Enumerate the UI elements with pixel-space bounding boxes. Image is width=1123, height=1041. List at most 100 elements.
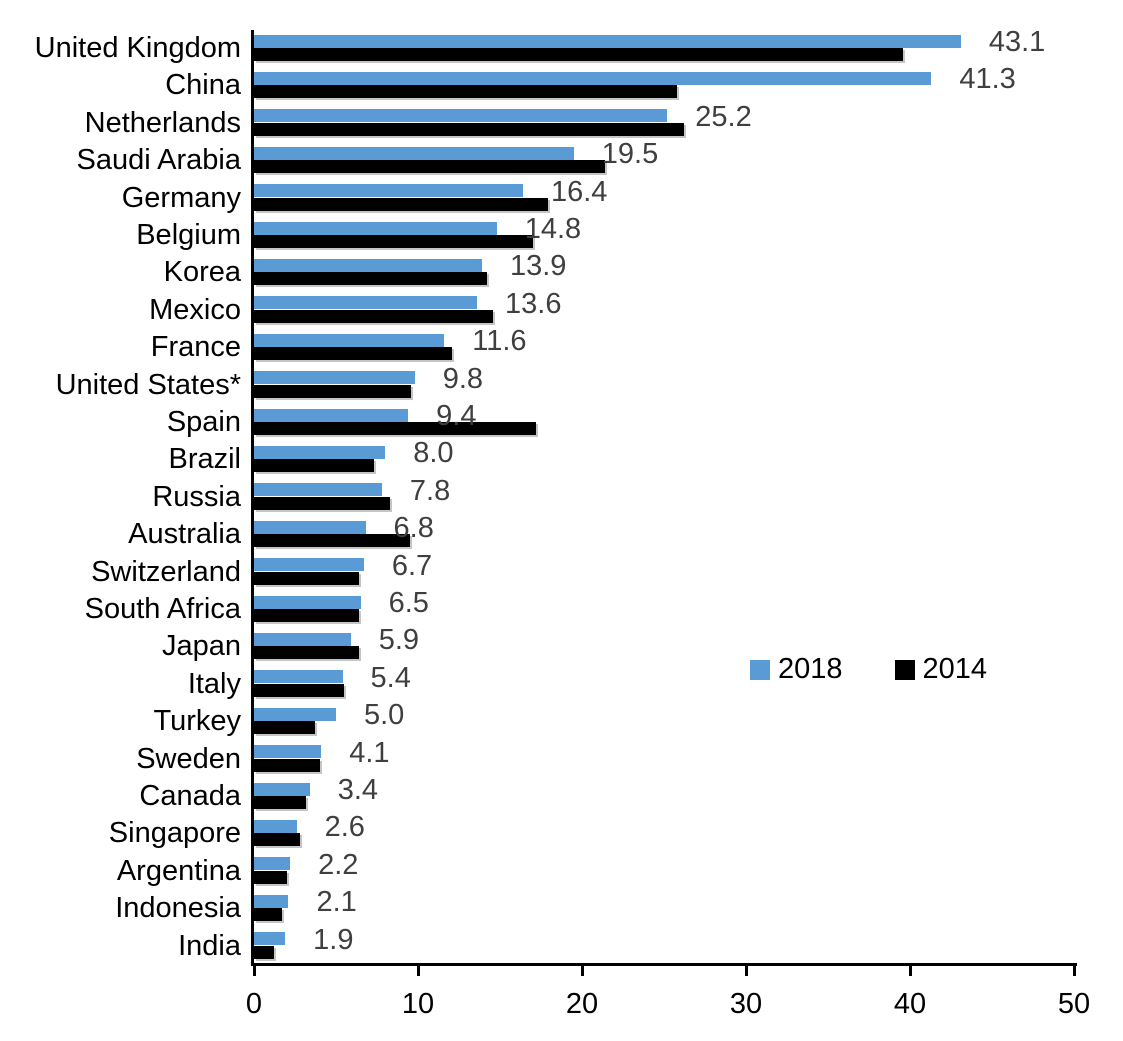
bar-2018 bbox=[254, 819, 297, 833]
category-label: Australia bbox=[128, 518, 241, 551]
category-label: Germany bbox=[121, 181, 241, 214]
legend: 2018 2014 bbox=[750, 653, 987, 686]
x-tick bbox=[744, 963, 748, 976]
value-label: 14.8 bbox=[524, 213, 582, 245]
category-label: Brazil bbox=[168, 443, 241, 476]
x-tick-label: 10 bbox=[401, 988, 435, 1020]
value-label: 6.5 bbox=[388, 587, 429, 619]
value-label: 8.0 bbox=[413, 437, 454, 470]
bar-2014 bbox=[254, 122, 684, 136]
bar-2014 bbox=[254, 160, 605, 174]
bar-2018 bbox=[254, 707, 336, 721]
category-label: Russia bbox=[152, 480, 241, 513]
bar-2018 bbox=[254, 109, 668, 123]
bar-2018 bbox=[254, 670, 343, 684]
category-label: Argentina bbox=[116, 854, 241, 887]
category-label: Turkey bbox=[153, 705, 241, 738]
bar-2018 bbox=[254, 483, 382, 497]
bar-2014 bbox=[254, 197, 548, 211]
bar-2018 bbox=[254, 258, 482, 272]
bar-2014 bbox=[254, 908, 282, 922]
value-label: 43.1 bbox=[988, 26, 1046, 58]
category-label: India bbox=[178, 929, 241, 962]
legend-label-2018: 2018 bbox=[778, 653, 843, 685]
category-label: Saudi Arabia bbox=[76, 144, 241, 177]
bar-2018 bbox=[254, 71, 932, 85]
legend-label-2014: 2014 bbox=[922, 653, 988, 685]
value-label: 13.9 bbox=[509, 250, 567, 283]
value-label: 19.5 bbox=[601, 138, 659, 171]
value-label: 5.0 bbox=[364, 699, 405, 732]
x-tick-label: 0 bbox=[245, 988, 263, 1020]
value-label: 9.8 bbox=[442, 362, 484, 395]
category-label: Korea bbox=[163, 256, 241, 289]
bar-2018 bbox=[254, 894, 289, 908]
bar-2014 bbox=[254, 870, 287, 884]
bar-2014 bbox=[254, 235, 533, 248]
category-label: Indonesia bbox=[115, 892, 241, 925]
category-label: France bbox=[150, 331, 241, 364]
category-label: Japan bbox=[161, 630, 241, 663]
bar-2018 bbox=[254, 408, 409, 422]
value-label: 13.6 bbox=[505, 287, 562, 320]
bar-2018 bbox=[254, 632, 351, 646]
bar-2014 bbox=[254, 609, 359, 622]
value-label: 16.4 bbox=[550, 175, 608, 208]
bar-2014 bbox=[254, 496, 391, 510]
bar-2018 bbox=[254, 782, 310, 796]
category-label: United Kingdom bbox=[34, 32, 241, 64]
value-label: 5.9 bbox=[378, 624, 420, 657]
bar-2014 bbox=[254, 459, 374, 473]
bar-2018 bbox=[254, 146, 574, 160]
value-label: 41.3 bbox=[959, 63, 1016, 96]
x-tick bbox=[580, 963, 584, 976]
category-label: Belgium bbox=[136, 219, 241, 251]
bar-2014 bbox=[254, 945, 274, 959]
value-label: 3.4 bbox=[337, 774, 379, 806]
x-tick bbox=[1072, 963, 1076, 976]
x-tick bbox=[908, 963, 912, 976]
value-label: 6.8 bbox=[393, 512, 434, 545]
bar-2014 bbox=[254, 833, 300, 847]
value-label: 4.1 bbox=[349, 736, 390, 769]
bar-2014 bbox=[254, 422, 537, 435]
bar-2018 bbox=[254, 558, 364, 572]
bar-2018 bbox=[254, 221, 497, 235]
x-tick bbox=[252, 963, 256, 976]
category-label: South Africa bbox=[84, 593, 241, 625]
bar-2018 bbox=[254, 445, 386, 459]
bar-2018 bbox=[254, 520, 366, 534]
legend-swatch-2018 bbox=[750, 659, 770, 680]
category-label: Switzerland bbox=[91, 555, 241, 588]
category-label: Sweden bbox=[136, 742, 241, 775]
value-label: 2.1 bbox=[316, 886, 357, 919]
value-label: 5.4 bbox=[370, 661, 411, 694]
x-tick bbox=[416, 963, 420, 976]
bar-2014 bbox=[254, 272, 487, 286]
x-tick-label: 40 bbox=[893, 988, 927, 1020]
bar-2014 bbox=[254, 85, 678, 99]
bar-2014 bbox=[254, 384, 412, 398]
bar-2014 bbox=[254, 571, 359, 585]
bar-2014 bbox=[254, 758, 320, 772]
value-label: 7.8 bbox=[409, 474, 451, 507]
category-label: Canada bbox=[139, 780, 241, 812]
value-label: 11.6 bbox=[472, 325, 527, 358]
x-tick-label: 20 bbox=[565, 988, 599, 1020]
bar-2018 bbox=[254, 371, 415, 385]
bar-2014 bbox=[254, 646, 359, 660]
value-label: 6.7 bbox=[391, 549, 433, 582]
legend-swatch-2014 bbox=[894, 659, 915, 680]
bar-2018 bbox=[254, 184, 523, 198]
value-label: 9.4 bbox=[436, 400, 477, 432]
bar-2014 bbox=[254, 796, 307, 809]
bar-2014 bbox=[254, 683, 345, 697]
bar-2018 bbox=[254, 333, 445, 347]
category-label: Mexico bbox=[149, 293, 241, 326]
bar-2018 bbox=[254, 296, 478, 310]
x-tick-label: 30 bbox=[729, 988, 763, 1020]
bar-2018 bbox=[254, 34, 961, 48]
bar-2018 bbox=[254, 857, 291, 871]
bar-2018 bbox=[254, 932, 286, 946]
